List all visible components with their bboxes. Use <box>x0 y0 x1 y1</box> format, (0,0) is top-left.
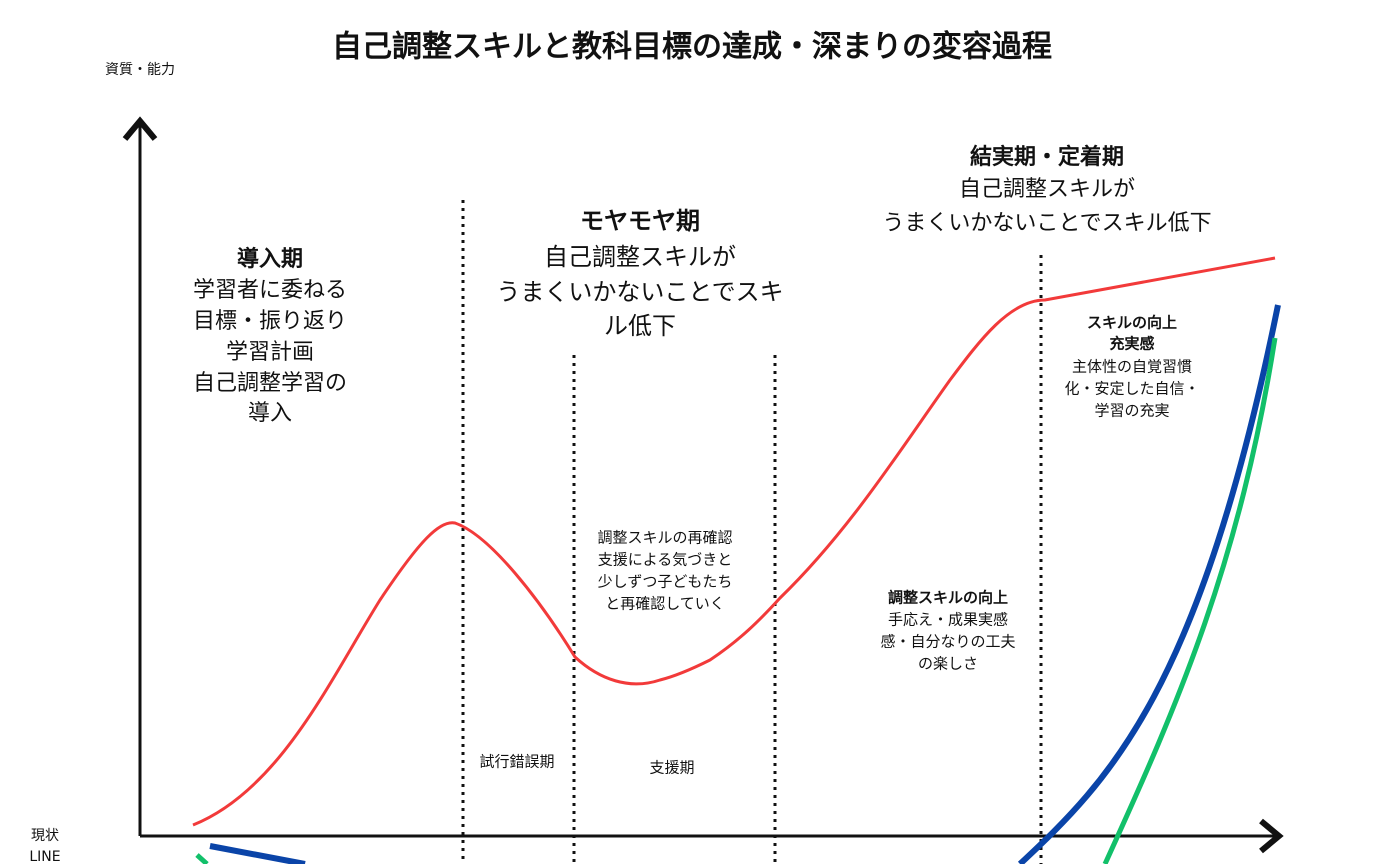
phase-line: 自己調整学習の <box>193 371 347 396</box>
annotation-line: の楽しさ <box>918 655 978 673</box>
phase-line: 学習者に委ねる <box>193 278 347 303</box>
phase-line: うまくいかないことでスキ <box>496 278 783 306</box>
phase-line: 目標・振り返り <box>193 309 347 334</box>
annotation-line: 主体性の自覚習慣 <box>1072 358 1192 376</box>
phase-heading: 導入期 <box>237 246 303 272</box>
blue-curve <box>209 304 1281 864</box>
annotation: スキルの向上 充実感 主体性の自覚習慣 化・安定した自信・ 学習の充実 <box>1064 314 1199 420</box>
phase-fruition: 結実期・定着期 自己調整スキルが うまくいかないことでスキル低下 <box>882 144 1211 236</box>
phase-line: 自己調整スキルが <box>959 177 1135 202</box>
annotation-heading: スキルの向上 <box>1087 314 1177 332</box>
baseline-label: LINE <box>29 849 60 864</box>
phase-moyamoya: モヤモヤ期 自己調整スキルが うまくいかないことでスキ ル低下 <box>496 207 783 340</box>
annotation-line: 感・自分なりの工夫 <box>880 633 1015 651</box>
annotation-line: 調整スキルの再確認 <box>597 529 732 547</box>
phase-heading: モヤモヤ期 <box>580 207 700 235</box>
green-curve <box>195 337 1278 864</box>
sub-period: 支援期 <box>649 759 694 777</box>
annotation-heading: 調整スキルの向上 <box>888 589 1008 607</box>
annotation: 調整スキルの向上 手応え・成果実感 感・自分なりの工夫 の楽しさ <box>880 589 1015 673</box>
phase-intro: 導入期 学習者に委ねる 目標・振り返り 学習計画 自己調整学習の 導入 <box>193 246 347 426</box>
annotation: 調整スキルの再確認 支援による気づきと 少しずつ子どもたち と再確認していく <box>597 529 732 613</box>
sub-period: 試行錯誤期 <box>479 753 554 771</box>
phase-line: ル低下 <box>604 312 676 340</box>
annotation-heading: 充実感 <box>1109 335 1154 353</box>
annotation-line: 化・安定した自信・ <box>1064 380 1199 398</box>
annotation-line: 支援による気づきと <box>598 551 733 569</box>
phase-heading: 結実期・定着期 <box>970 144 1124 170</box>
phase-line: うまくいかないことでスキル低下 <box>882 211 1211 236</box>
phase-line: 自己調整スキルが <box>544 243 736 271</box>
phase-line: 学習計画 <box>226 340 314 365</box>
dividers <box>461 200 1043 864</box>
skill-curve <box>192 256 1276 827</box>
phase-line: 導入 <box>248 401 292 426</box>
y-axis-label: 資質・能力 <box>105 62 175 78</box>
baseline-label: 現状 <box>31 828 59 844</box>
annotation-line: 学習の充実 <box>1094 402 1169 420</box>
annotation-line: 少しずつ子どもたち <box>598 573 733 591</box>
annotation-line: 手応え・成果実感 <box>888 611 1008 629</box>
annotation-line: と再確認していく <box>605 595 725 613</box>
title: 自己調整スキルと教科目標の達成・深まりの変容過程 <box>332 30 1052 65</box>
